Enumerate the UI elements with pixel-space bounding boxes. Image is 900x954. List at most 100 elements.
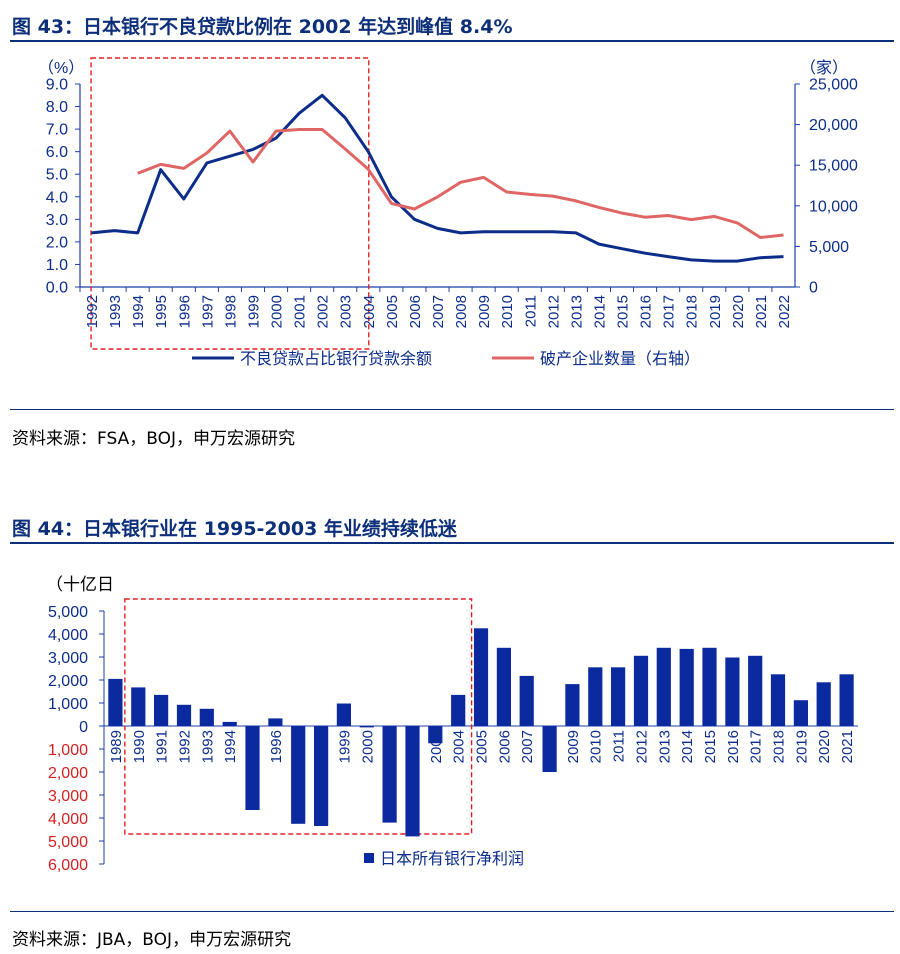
y-tick-label: 6,000 (48, 857, 88, 874)
x-tick-label: 1998 (222, 295, 239, 328)
right-tick-label: 20,000 (809, 117, 858, 134)
profit-bar (199, 708, 214, 727)
right-tick-label: 0 (809, 280, 818, 297)
bankruptcies-line (137, 128, 784, 239)
x-tick-label: 2005 (384, 295, 401, 328)
x-tick-label: 2009 (476, 295, 493, 328)
left-tick-label: 1.0 (46, 257, 68, 274)
profit-bar (336, 703, 351, 726)
figure-44-source: 资料来源：JBA，BOJ，申万宏源研究 (12, 930, 292, 950)
x-tick-label: 2006 (407, 295, 424, 328)
profit-bar (154, 694, 169, 726)
x-tick-label: 2011 (611, 730, 628, 762)
right-axis-unit: （家） (800, 59, 848, 77)
figure-43-source: 资料来源：FSA，BOJ，申万宏源研究 (12, 429, 295, 449)
left-tick-label: 7.0 (46, 122, 68, 139)
x-tick-label: 1999 (336, 730, 353, 763)
profit-bar (176, 704, 192, 726)
x-tick-label: 2004 (361, 295, 378, 328)
left-tick-label: 8.0 (46, 99, 68, 116)
x-tick-label: 2014 (679, 730, 696, 763)
x-tick-label: 2001 (292, 295, 309, 328)
x-tick-label: 2007 (430, 295, 447, 328)
x-tick-label: 1994 (130, 295, 147, 328)
profit-bar (359, 726, 374, 728)
profit-bar (268, 718, 283, 726)
profit-bar (405, 726, 420, 837)
left-tick-label: 2.0 (46, 234, 68, 251)
legend-label: 破产企业数量（右轴） (540, 350, 700, 368)
left-tick-label: 4.0 (46, 189, 68, 206)
profit-bar (702, 647, 717, 726)
x-tick-label: 1995 (153, 295, 170, 328)
profit-bar (542, 726, 557, 772)
profit-bar (382, 726, 397, 823)
y-tick-label: 2,000 (48, 673, 88, 690)
left-axis-unit: （%） (38, 59, 84, 77)
x-tick-label: 2013 (568, 295, 585, 328)
profit-bar (428, 726, 443, 744)
profit-bar (565, 684, 580, 726)
x-tick-label: 1990 (131, 730, 148, 763)
x-tick-label: 2020 (730, 295, 747, 328)
x-tick-label: 1999 (245, 295, 262, 328)
legend-swatch (364, 853, 374, 863)
x-tick-label: 2014 (591, 295, 608, 328)
profit-bar (245, 726, 260, 810)
right-tick-label: 5,000 (809, 239, 849, 256)
x-tick-label: 2018 (771, 730, 788, 763)
profit-bar (748, 655, 763, 726)
x-tick-label: 1991 (154, 730, 171, 763)
y-tick-label: 1,000 (48, 696, 88, 713)
y-tick-label: 3,000 (48, 788, 88, 805)
x-tick-label: 2006 (496, 730, 513, 763)
left-tick-label: 6.0 (46, 144, 68, 161)
x-tick-label: 2003 (338, 295, 355, 328)
y-tick-label: 5,000 (48, 604, 88, 621)
profit-bar (679, 648, 694, 726)
profit-bar (496, 647, 511, 726)
profit-bar (770, 674, 786, 727)
figure-44-title-rule (10, 542, 894, 544)
left-tick-label: 3.0 (46, 212, 68, 229)
x-tick-label: 2022 (776, 295, 793, 328)
x-tick-label: 1996 (176, 295, 193, 328)
y-tick-label: 4,000 (48, 811, 88, 828)
right-tick-label: 15,000 (809, 158, 858, 175)
x-tick-label: 2005 (474, 730, 491, 763)
x-tick-label: 2021 (839, 730, 856, 763)
left-tick-label: 0.0 (46, 280, 68, 297)
profit-bar (222, 721, 237, 726)
profit-bar (611, 667, 626, 726)
x-tick-label: 1997 (199, 295, 216, 328)
profit-bar (839, 674, 854, 727)
figure-43-source-rule (10, 409, 894, 410)
x-tick-label: 2015 (702, 730, 719, 763)
profit-bar (656, 647, 671, 726)
x-tick-label: 2020 (816, 730, 833, 763)
legend-label: 不良贷款占比银行贷款余额 (240, 349, 432, 368)
figure-44-source-rule (10, 911, 894, 912)
profit-bar (291, 726, 306, 824)
x-tick-label: 2011 (522, 295, 539, 327)
profit-bar (314, 726, 329, 826)
figure-43-title-rule (10, 40, 894, 42)
left-tick-label: 9.0 (46, 77, 68, 94)
x-tick-label: 1989 (108, 730, 125, 763)
y-tick-label: 2,000 (48, 765, 88, 782)
x-tick-label: 2012 (633, 730, 650, 763)
x-tick-label: 2013 (656, 730, 673, 763)
x-tick-label: 2000 (359, 730, 376, 763)
profit-bar (451, 694, 466, 726)
profit-bar (131, 687, 146, 726)
y-tick-label: 4,000 (48, 627, 88, 644)
right-tick-label: 10,000 (809, 198, 858, 215)
x-tick-label: 2004 (451, 730, 468, 763)
y-tick-label: 3,000 (48, 650, 88, 667)
x-tick-label: 2015 (615, 295, 632, 328)
y-tick-label: 0 (79, 719, 88, 736)
x-tick-label: 2009 (565, 730, 582, 763)
x-tick-label: 2007 (519, 730, 536, 763)
y-tick-label: 5,000 (48, 834, 88, 851)
x-tick-label: 2002 (315, 295, 332, 328)
